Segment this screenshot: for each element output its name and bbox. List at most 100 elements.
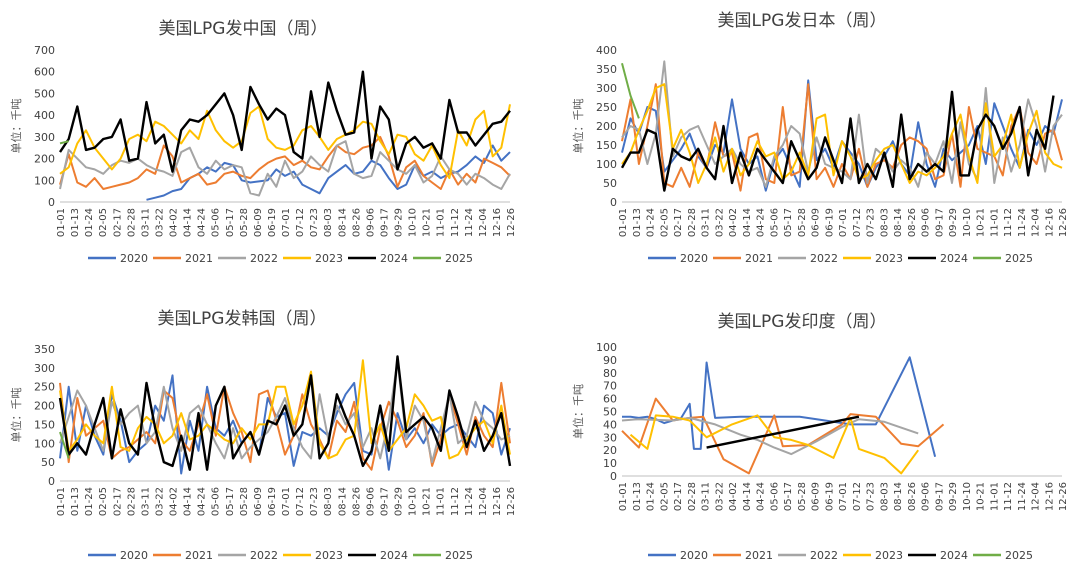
x-tick-label: 12-04 [478, 487, 489, 516]
x-tick-label: 07-12 [852, 208, 863, 237]
x-tick-label: 01-01 [56, 208, 67, 237]
x-tick-label: 07-12 [295, 487, 306, 516]
x-tick-label: 07-12 [295, 208, 306, 237]
y-axis-label: 单位：千吨 [9, 388, 23, 443]
y-tick-label: 100 [596, 158, 617, 171]
x-tick-label: 08-03 [323, 208, 334, 237]
x-tick-label: 11-01 [989, 482, 1000, 511]
x-tick-label: 01-24 [84, 487, 95, 516]
chart-korea: 美国LPG发韩国（周） 单位：千吨 0 50 100 150 200 250 300 350 01-… [0, 289, 540, 578]
x-tick-label: 08-03 [879, 482, 890, 511]
x-tick-label: 10-21 [422, 487, 433, 516]
legend-label-2020: 2020 [680, 252, 708, 265]
x-tick-label: 09-06 [921, 482, 932, 511]
x-tick-label: 02-17 [112, 208, 123, 237]
x-tick-label: 10-21 [422, 208, 433, 237]
x-tick-label: 05-06 [769, 482, 780, 511]
y-tick-label: 200 [596, 120, 617, 133]
x-tick-label: 12-04 [478, 208, 489, 237]
x-tick-label: 02-05 [659, 208, 670, 237]
x-tick-label: 03-22 [154, 208, 165, 237]
y-tick-label: 700 [34, 44, 55, 57]
series-line-2021 [621, 397, 945, 475]
legend-label-2025: 2025 [1005, 252, 1033, 265]
x-tick-label: 09-29 [948, 208, 959, 237]
x-tick-label: 05-17 [783, 208, 794, 237]
x-tick-label: 11-12 [450, 208, 461, 237]
x-tick-label: 11-01 [436, 208, 447, 237]
x-tick-label: 11-01 [436, 487, 447, 516]
y-tick-label: 50 [603, 177, 617, 190]
chart-china: 美国LPG发中国（周） 单位：千吨 0 100 200 300 400 500 600 700 01… [0, 0, 540, 289]
x-tick-label: 09-17 [934, 208, 945, 237]
x-tick-label: 01-01 [56, 487, 67, 516]
series-line-2023 [59, 104, 511, 180]
x-tick-label: 11-24 [1017, 482, 1028, 511]
chart-korea-svg: 美国LPG发韩国（周） 单位：千吨 0 50 100 150 200 250 300 350 01-… [9, 309, 517, 562]
legend-label-2021: 2021 [185, 549, 213, 562]
x-tick-label: 04-24 [756, 482, 767, 511]
x-tick-label: 02-17 [673, 482, 684, 511]
x-tick-label: 06-19 [824, 208, 835, 237]
y-axis-label: 单位：千吨 [9, 99, 23, 154]
x-tick-label: 02-28 [687, 208, 698, 237]
x-tick-label: 06-19 [824, 482, 835, 511]
y-tick-label: 20 [603, 444, 617, 457]
y-tick-label: 300 [34, 131, 55, 144]
x-tick-label: 12-04 [1031, 208, 1042, 237]
series-line-2023 [621, 83, 1063, 184]
x-tick-label: 07-01 [838, 482, 849, 511]
x-tick-label: 08-26 [907, 482, 918, 511]
y-tick-label: 400 [596, 44, 617, 57]
legend-label-2024: 2024 [380, 549, 408, 562]
x-tick-label: 01-01 [618, 482, 629, 511]
x-tick-label: 12-26 [506, 208, 517, 237]
x-tick-label: 05-28 [797, 208, 808, 237]
x-tick-label: 06-09 [253, 208, 264, 237]
x-tick-label: 11-12 [1003, 208, 1014, 237]
legend-label-2024: 2024 [380, 252, 408, 265]
x-tick-label: 09-06 [365, 208, 376, 237]
x-tick-label: 05-28 [239, 487, 250, 516]
y-tick-label: 100 [34, 174, 55, 187]
series-line-2020 [59, 374, 511, 475]
x-tick-label: 06-09 [811, 482, 822, 511]
chart-title: 美国LPG发日本（周） [718, 11, 887, 31]
x-tick-label: 01-13 [70, 487, 81, 516]
series-line-2021 [59, 135, 511, 190]
x-tick-label: 08-14 [337, 487, 348, 516]
x-tick-label: 12-16 [1044, 482, 1055, 511]
x-tick-label: 12-26 [506, 487, 517, 516]
x-tick-label: 03-22 [714, 208, 725, 237]
legend-label-2025: 2025 [1005, 549, 1033, 562]
x-tick-label: 01-13 [70, 208, 81, 237]
legend-label-2021: 2021 [745, 549, 773, 562]
x-tick-label: 01-24 [646, 208, 657, 237]
y-tick-label: 350 [596, 63, 617, 76]
legend-label-2023: 2023 [875, 549, 903, 562]
y-tick-label: 200 [34, 153, 55, 166]
y-tick-label: 50 [603, 406, 617, 419]
legend-label-2025: 2025 [445, 252, 473, 265]
x-tick-label: 08-26 [351, 487, 362, 516]
y-tick-label: 70 [603, 380, 617, 393]
x-tick-label: 03-11 [701, 208, 712, 237]
x-tick-label: 07-12 [852, 482, 863, 511]
x-tick-label: 04-14 [742, 208, 753, 237]
y-axis-label: 单位：千吨 [571, 99, 585, 154]
legend-label-2022: 2022 [250, 252, 278, 265]
x-tick-label: 06-19 [267, 208, 278, 237]
y-tick-label: 350 [34, 343, 55, 356]
y-tick-label: 0 [48, 475, 55, 488]
x-tick-label: 02-05 [98, 487, 109, 516]
y-tick-label: 0 [610, 196, 617, 209]
x-tick-label: 06-19 [267, 487, 278, 516]
x-tick-label: 05-28 [797, 482, 808, 511]
y-tick-label: 200 [34, 400, 55, 413]
y-tick-label: 100 [596, 341, 617, 354]
y-tick-label: 300 [34, 362, 55, 375]
x-tick-label: 04-14 [183, 487, 194, 516]
x-tick-label: 07-23 [309, 487, 320, 516]
y-tick-label: 300 [596, 82, 617, 95]
x-tick-label: 02-17 [673, 208, 684, 237]
